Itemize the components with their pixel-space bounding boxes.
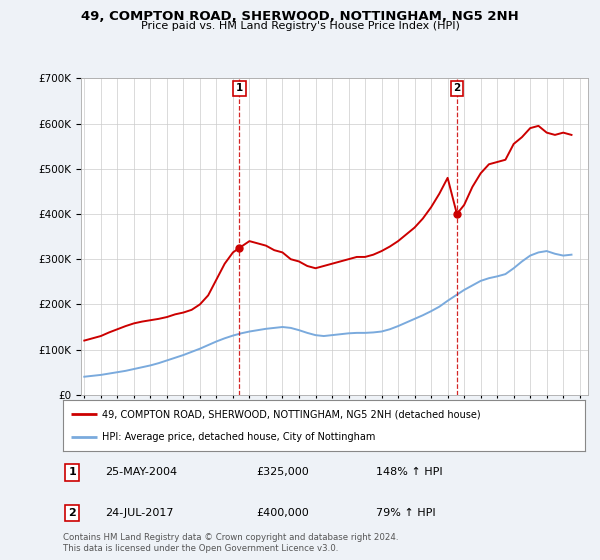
Text: Price paid vs. HM Land Registry's House Price Index (HPI): Price paid vs. HM Land Registry's House … — [140, 21, 460, 31]
Text: 1: 1 — [236, 83, 243, 93]
Text: 49, COMPTON ROAD, SHERWOOD, NOTTINGHAM, NG5 2NH (detached house): 49, COMPTON ROAD, SHERWOOD, NOTTINGHAM, … — [102, 409, 481, 419]
Text: £400,000: £400,000 — [256, 508, 309, 518]
Text: 2: 2 — [68, 508, 76, 518]
Text: 49, COMPTON ROAD, SHERWOOD, NOTTINGHAM, NG5 2NH: 49, COMPTON ROAD, SHERWOOD, NOTTINGHAM, … — [81, 10, 519, 23]
Text: 148% ↑ HPI: 148% ↑ HPI — [376, 468, 443, 478]
Text: 1: 1 — [68, 468, 76, 478]
Text: Contains HM Land Registry data © Crown copyright and database right 2024.
This d: Contains HM Land Registry data © Crown c… — [63, 533, 398, 553]
Text: 2: 2 — [453, 83, 460, 93]
Text: 24-JUL-2017: 24-JUL-2017 — [105, 508, 173, 518]
Text: 79% ↑ HPI: 79% ↑ HPI — [376, 508, 436, 518]
Text: 25-MAY-2004: 25-MAY-2004 — [105, 468, 177, 478]
Text: HPI: Average price, detached house, City of Nottingham: HPI: Average price, detached house, City… — [102, 432, 376, 442]
Text: £325,000: £325,000 — [256, 468, 309, 478]
